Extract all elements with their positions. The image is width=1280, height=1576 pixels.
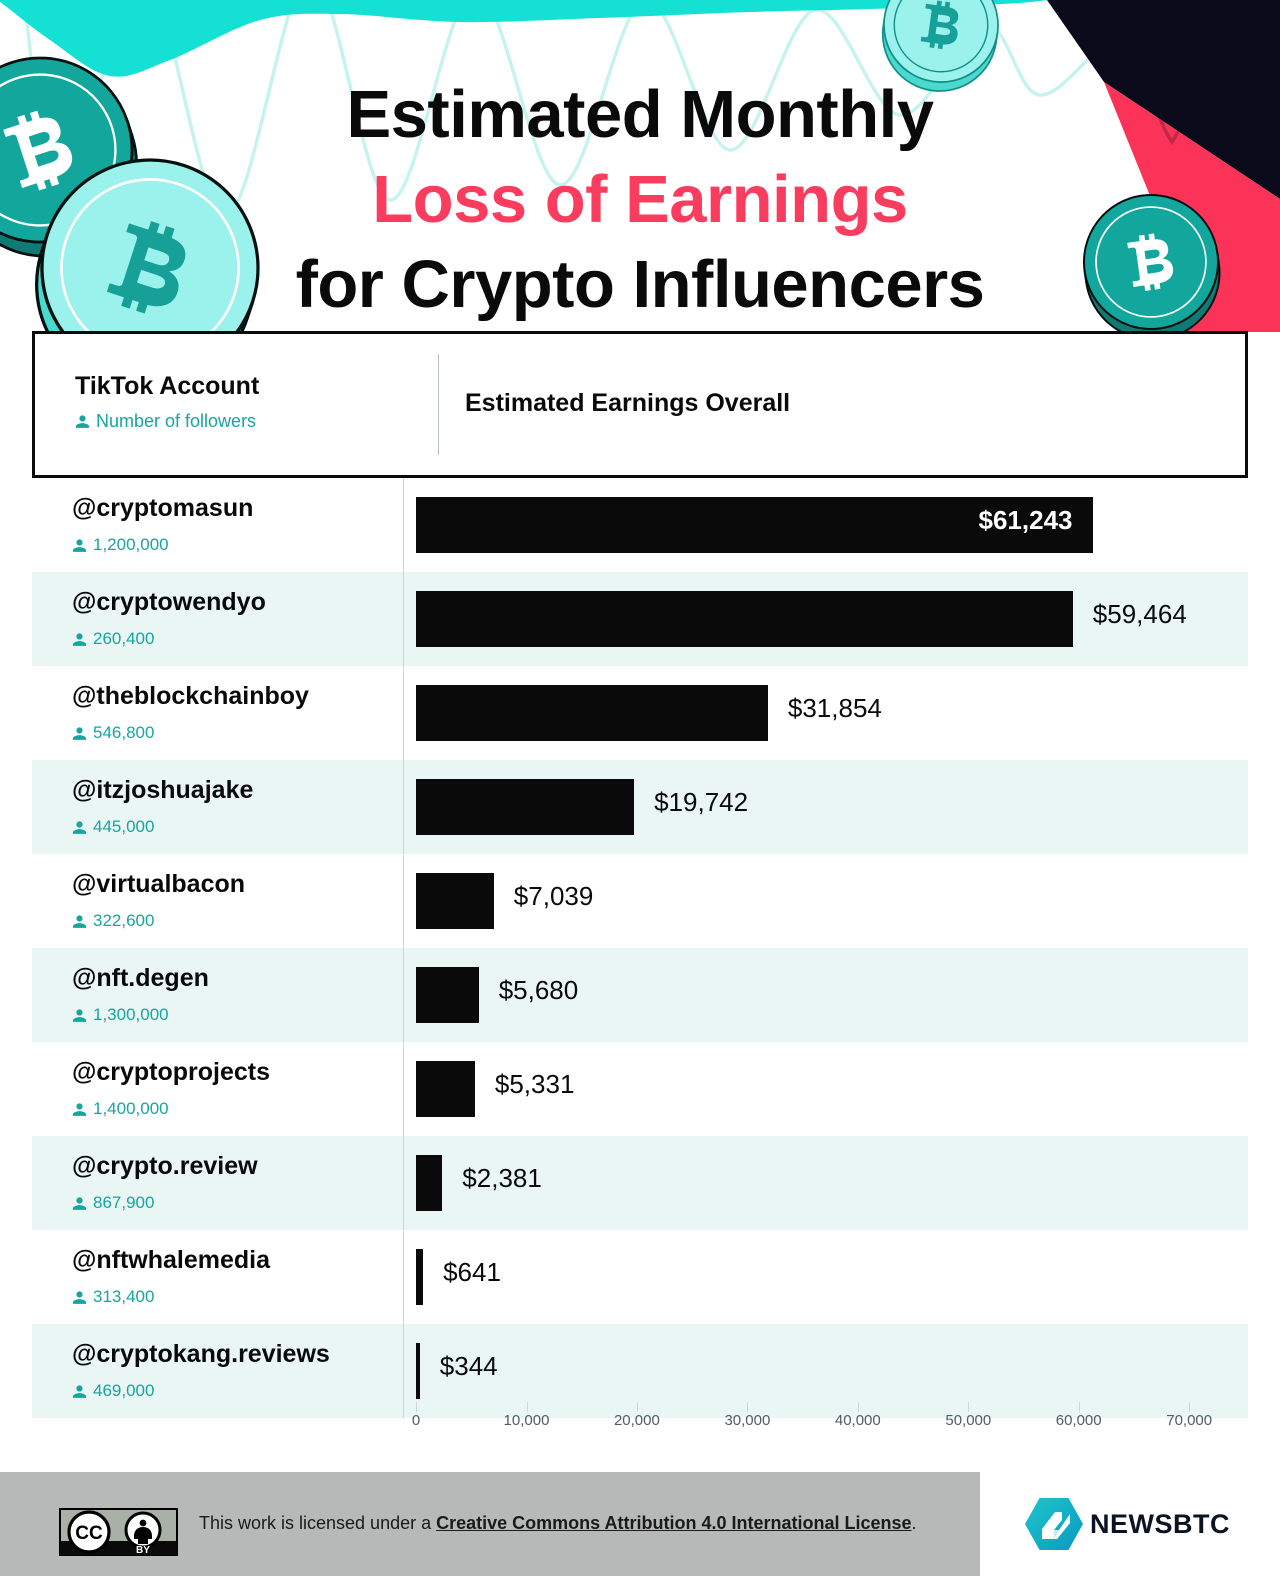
svg-text:CC: CC: [75, 1523, 103, 1544]
svg-text:NEWSBTC: NEWSBTC: [1090, 1509, 1230, 1539]
svg-text:BY: BY: [136, 1545, 150, 1556]
